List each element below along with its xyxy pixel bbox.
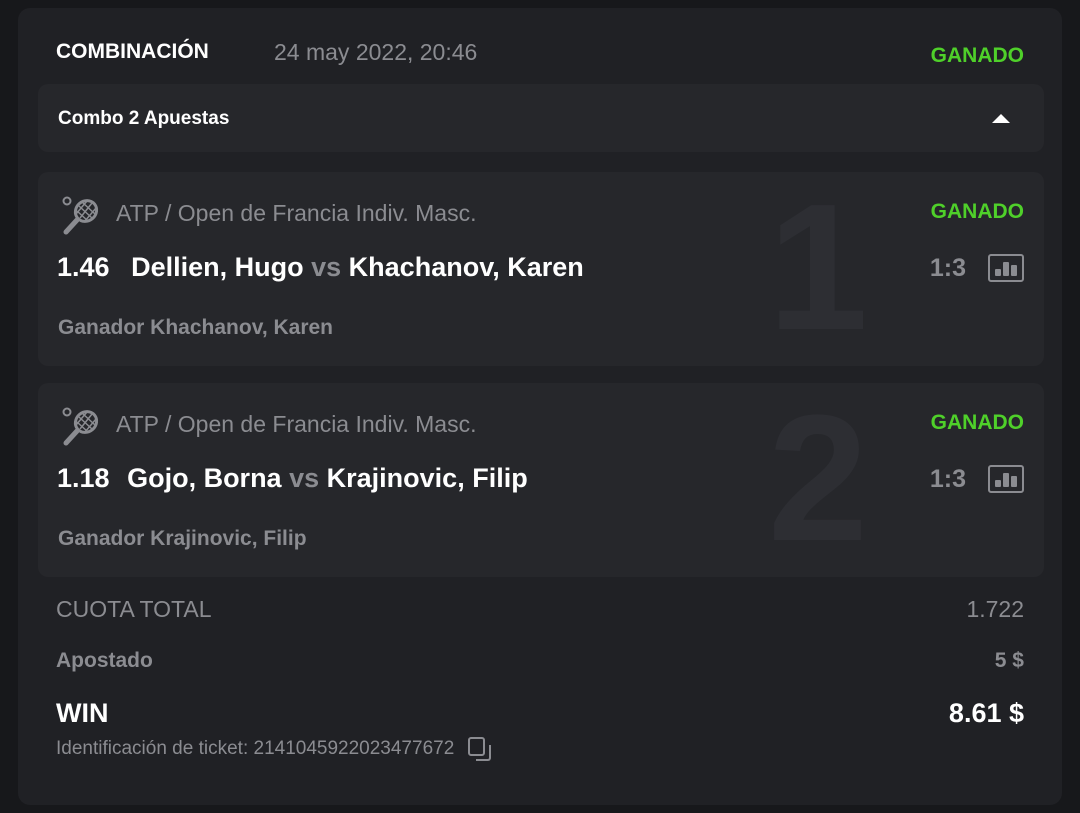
bet-status-badge: GANADO	[930, 200, 1024, 223]
ticket-id: Identificación de ticket: 21410459220234…	[56, 738, 455, 760]
bet-ticket-card: COMBINACIÓN 24 may 2022, 20:46 GANADO Co…	[18, 8, 1062, 805]
away-player: Khachanov, Karen	[348, 252, 584, 282]
copy-icon[interactable]	[468, 737, 492, 761]
stake-row: Apostado 5 $	[56, 649, 1024, 673]
tennis-racket-icon	[62, 407, 99, 446]
match-line: 1.46 Dellien, Hugo vs Khachanov, Karen	[57, 252, 584, 283]
league-name: ATP / Open de Francia Indiv. Masc.	[116, 200, 477, 226]
total-odds-label: CUOTA TOTAL	[56, 596, 212, 622]
tennis-racket-icon	[62, 196, 99, 235]
bet-pick: Ganador Krajinovic, Filip	[58, 527, 307, 550]
bet-status-badge: GANADO	[930, 411, 1024, 434]
home-player: Dellien, Hugo	[131, 252, 304, 282]
match-score: 1:3	[929, 465, 966, 493]
total-odds-value: 1.722	[966, 596, 1024, 622]
bet-card: 1 ATP / Open de Francia Indiv. Masc. GAN…	[38, 172, 1044, 366]
stake-value: 5 $	[994, 649, 1024, 672]
bet-index-watermark: 2	[767, 389, 869, 577]
vs-label: vs	[311, 252, 342, 282]
caret-up-icon[interactable]	[992, 114, 1010, 123]
win-row: WIN 8.61 $	[56, 698, 1024, 729]
stake-label: Apostado	[56, 649, 153, 672]
ticket-id-row: Identificación de ticket: 21410459220234…	[56, 737, 1024, 761]
bet-pick: Ganador Khachanov, Karen	[58, 316, 334, 339]
combo-toggle[interactable]: Combo 2 Apuestas	[38, 84, 1044, 152]
stats-icon[interactable]	[988, 254, 1024, 282]
ticket-header: COMBINACIÓN 24 may 2022, 20:46 GANADO	[56, 36, 1024, 76]
stats-icon[interactable]	[988, 465, 1024, 493]
match-line: 1.18 Gojo, Borna vs Krajinovic, Filip	[57, 463, 528, 494]
vs-label: vs	[289, 463, 320, 493]
bet-odd: 1.18	[57, 463, 110, 493]
win-label: WIN	[56, 698, 109, 728]
home-player: Gojo, Borna	[127, 463, 282, 493]
bet-card: 2 ATP / Open de Francia Indiv. Masc. GAN…	[38, 383, 1044, 577]
total-odds-row: CUOTA TOTAL 1.722	[56, 596, 1024, 623]
ticket-status-badge: GANADO	[930, 44, 1024, 67]
win-value: 8.61 $	[948, 698, 1024, 728]
league-name: ATP / Open de Francia Indiv. Masc.	[116, 411, 477, 437]
bet-index-watermark: 1	[767, 178, 869, 366]
away-player: Krajinovic, Filip	[326, 463, 528, 493]
bet-type-title: COMBINACIÓN	[56, 40, 209, 63]
bet-date: 24 may 2022, 20:46	[274, 39, 478, 65]
combo-label: Combo 2 Apuestas	[58, 108, 230, 129]
match-score: 1:3	[929, 254, 966, 282]
bet-odd: 1.46	[57, 252, 110, 282]
